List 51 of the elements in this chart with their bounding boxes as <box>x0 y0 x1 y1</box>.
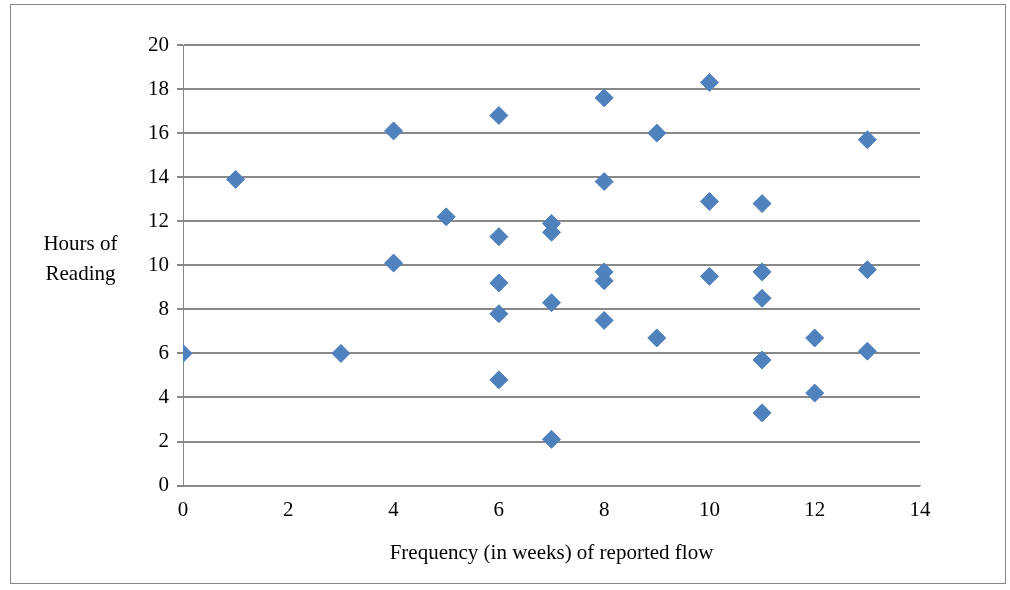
x-tick-label: 12 <box>804 496 826 521</box>
y-tick-label: 6 <box>158 339 169 364</box>
point <box>699 266 719 286</box>
x-tick-label: 8 <box>598 496 610 521</box>
point <box>384 253 404 273</box>
point <box>226 169 246 189</box>
point <box>857 341 877 361</box>
point <box>594 88 614 108</box>
y-tick-label: 10 <box>148 251 169 276</box>
point <box>752 288 772 308</box>
x-tick-label: 6 <box>493 496 505 521</box>
y-tick-label: 20 <box>148 31 169 56</box>
x-tick-label: 14 <box>909 496 931 521</box>
point <box>436 207 456 227</box>
point <box>489 227 509 247</box>
y-tick-label: 14 <box>148 163 170 188</box>
point <box>331 343 351 363</box>
point <box>647 123 667 143</box>
point <box>542 429 561 449</box>
point <box>489 273 509 293</box>
point <box>647 328 667 348</box>
x-tick-label: 10 <box>698 496 720 521</box>
point <box>699 72 719 92</box>
point <box>752 262 772 282</box>
point <box>857 260 877 280</box>
x-tick-label: 4 <box>388 496 400 521</box>
point <box>489 370 509 390</box>
point <box>752 403 772 423</box>
y-axis-title: Hours of Reading <box>42 230 119 287</box>
x-tick-label: 2 <box>283 496 294 521</box>
point <box>542 293 561 313</box>
point <box>752 350 772 370</box>
x-tick-label: 0 <box>177 496 189 521</box>
y-tick-label: 16 <box>148 119 169 144</box>
point <box>699 191 719 211</box>
x-axis-title: Frequency (in weeks) of reported flow <box>389 539 715 564</box>
point <box>594 172 614 192</box>
point <box>805 328 825 348</box>
y-tick-label: 8 <box>158 295 169 320</box>
point <box>489 106 509 125</box>
y-tick-label: 18 <box>148 75 169 100</box>
point <box>594 310 614 330</box>
point <box>752 194 772 214</box>
point <box>384 121 404 141</box>
y-tick-label: 12 <box>148 207 169 232</box>
y-tick-label: 4 <box>158 384 170 408</box>
y-tick-label: 2 <box>158 428 169 453</box>
point <box>489 304 509 324</box>
point <box>805 383 825 403</box>
y-tick-label: 0 <box>158 472 169 497</box>
point <box>857 130 877 150</box>
